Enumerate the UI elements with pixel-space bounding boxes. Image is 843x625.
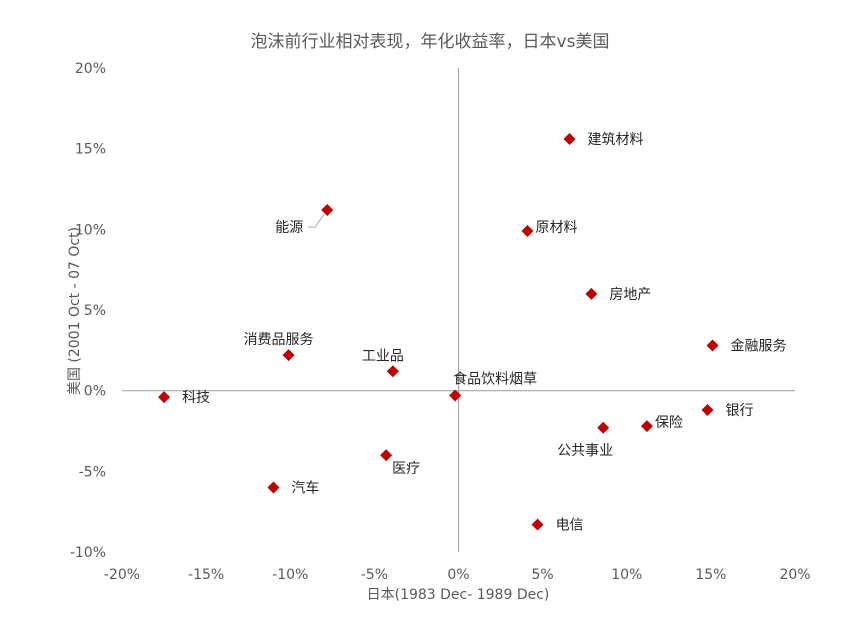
- data-point-label: 银行: [726, 403, 754, 419]
- data-point-label: 原材料: [535, 220, 577, 236]
- data-point-marker: [521, 224, 534, 237]
- data-point-label: 建筑材料: [588, 132, 644, 148]
- data-point-label: 房地产: [609, 287, 651, 303]
- data-point-label: 保险: [655, 415, 683, 431]
- data-point-label: 公共事业: [557, 443, 613, 459]
- x-tick-label: 20%: [779, 567, 810, 583]
- data-point-marker: [267, 481, 280, 494]
- data-point-label: 汽车: [291, 479, 319, 496]
- data-point-marker: [321, 203, 334, 216]
- data-point-label: 金融服务: [731, 338, 787, 354]
- data-point-marker: [449, 389, 462, 402]
- data-point-label: 电信: [556, 518, 584, 534]
- data-point-label: 工业品: [362, 348, 404, 364]
- axes: [122, 68, 795, 552]
- data-point-marker: [701, 404, 714, 417]
- x-tick-label: 15%: [695, 567, 726, 583]
- data-point-marker: [282, 349, 295, 362]
- data-point-marker: [640, 420, 653, 433]
- data-point-marker: [585, 287, 598, 300]
- y-axis-title: 美国 (2001 Oct - 07 Oct): [67, 227, 83, 395]
- tick-labels: -20% -15% -10% -5% 0% 5% 10% 15% 20% 20% 15% 10% 5% 0…: [70, 61, 811, 583]
- data-point-marker: [706, 339, 719, 352]
- data-point-label: 能源: [275, 220, 303, 236]
- data-point-marker: [563, 132, 576, 145]
- data-point-marker: [597, 421, 610, 434]
- y-tick-label: -5%: [79, 464, 106, 480]
- data-point-marker: [531, 518, 544, 531]
- y-tick-label: -10%: [70, 545, 106, 561]
- label-leader-line: [308, 213, 325, 228]
- x-axis-title: 日本(1983 Dec- 1989 Dec): [367, 587, 550, 603]
- x-tick-label: 0%: [447, 567, 469, 583]
- x-tick-label: -10%: [272, 567, 308, 583]
- data-point-label: 科技: [182, 390, 210, 406]
- y-tick-label: 10%: [75, 222, 106, 238]
- x-tick-label: -15%: [188, 567, 224, 583]
- x-tick-label: 5%: [532, 567, 554, 583]
- data-point-marker: [158, 391, 171, 404]
- x-tick-label: -5%: [361, 567, 388, 583]
- y-tick-label: 5%: [84, 303, 106, 319]
- data-point-label: 医疗: [392, 461, 420, 477]
- y-tick-label: 20%: [75, 61, 106, 77]
- data-point-marker: [380, 449, 393, 462]
- y-tick-label: 0%: [84, 384, 106, 400]
- chart-title: 泡沫前行业相对表现，年化收益率，日本vs美国: [251, 32, 610, 52]
- data-point-label: 消费品服务: [244, 332, 314, 348]
- data-point-marker: [386, 365, 399, 378]
- x-tick-label: 10%: [611, 567, 642, 583]
- x-tick-label: -20%: [104, 567, 140, 583]
- data-point-label: 食品饮料烟草: [453, 371, 537, 388]
- y-tick-label: 15%: [75, 142, 106, 158]
